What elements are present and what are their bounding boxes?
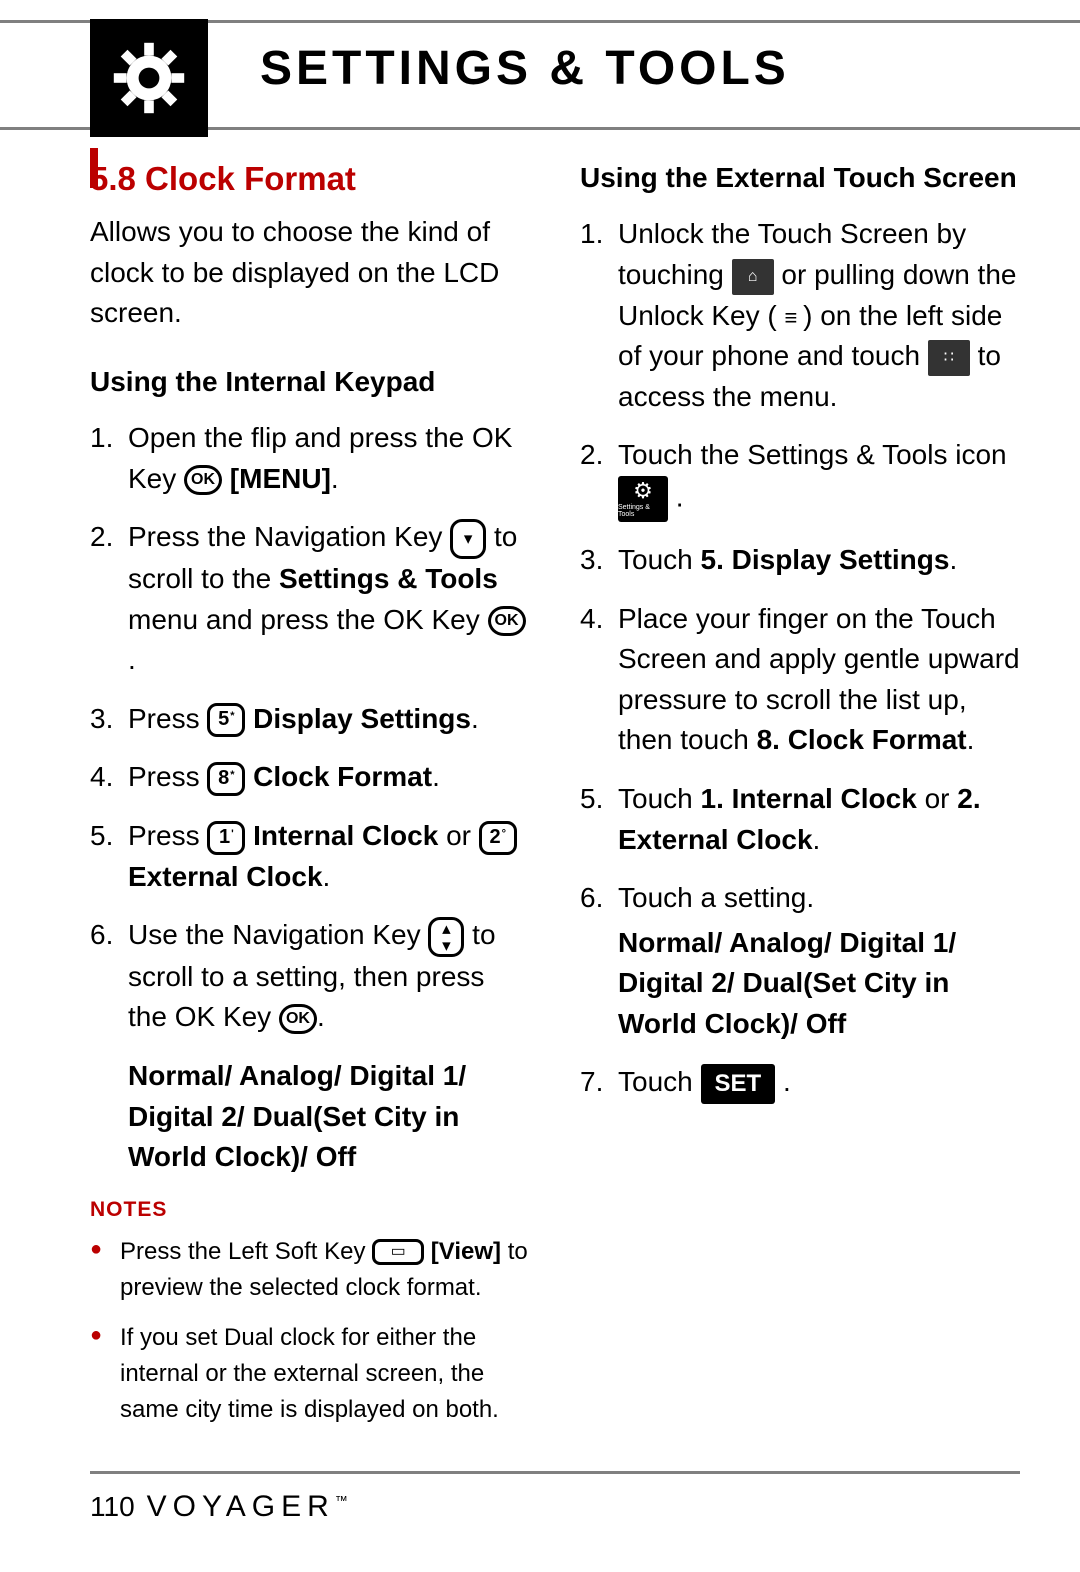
step-4: Press 8* Clock Format.: [90, 757, 530, 798]
left-subtitle: Using the Internal Keypad: [90, 364, 530, 400]
ok-key-icon: OK: [279, 1004, 317, 1034]
section-intro: Allows you to choose the kind of clock t…: [90, 212, 530, 334]
note-1: Press the Left Soft Key ▭ [View] to prev…: [90, 1234, 530, 1306]
note-2: If you set Dual clock for either the int…: [90, 1320, 530, 1428]
key-5-icon: 5*: [207, 703, 245, 737]
left-steps: Open the flip and press the OK Key OK [M…: [90, 418, 530, 1038]
right-steps: Unlock the Touch Screen by touching ⌂ or…: [580, 214, 1020, 1104]
right-options: Normal/ Analog/ Digital 1/ Digital 2/ Du…: [618, 923, 1020, 1045]
page-header: SETTINGS & TOOLS: [0, 20, 1080, 130]
notes-heading: NOTES: [90, 1198, 530, 1222]
rstep-4: Place your finger on the Touch Screen an…: [580, 599, 1020, 761]
set-button-icon: SET: [701, 1064, 776, 1105]
page-footer: 110 VOYAGER™: [90, 1471, 1020, 1524]
nav-down-icon: ▾: [450, 519, 486, 559]
ok-key-icon: OK: [184, 465, 222, 495]
options-list: Normal/ Analog/ Digital 1/ Digital 2/ Du…: [128, 1056, 530, 1178]
brand-name: VOYAGER™: [147, 1490, 354, 1524]
key-1-icon: 1': [207, 821, 245, 855]
unlock-touch-icon: ⌂: [732, 259, 774, 295]
rstep-1: Unlock the Touch Screen by touching ⌂ or…: [580, 214, 1020, 417]
step-5: Press 1' Internal Clock or 2° External C…: [90, 816, 530, 897]
menu-grid-icon: ∷: [928, 340, 970, 376]
right-column: Using the External Touch Screen Unlock t…: [580, 160, 1020, 1442]
unlock-key-icon: ≡: [785, 311, 796, 324]
header-title: SETTINGS & TOOLS: [260, 41, 790, 96]
key-8-icon: 8*: [207, 762, 245, 796]
left-softkey-icon: ▭: [372, 1239, 424, 1265]
content: 5.8 Clock Format Allows you to choose th…: [0, 130, 1080, 1442]
right-subtitle: Using the External Touch Screen: [580, 160, 1020, 196]
settings-tools-icon: ⚙Settings & Tools: [618, 476, 668, 522]
red-marker: [90, 148, 98, 188]
step-3: Press 5* Display Settings.: [90, 699, 530, 740]
key-2-icon: 2°: [479, 821, 517, 855]
header-gear-icon: [90, 19, 208, 137]
step-1: Open the flip and press the OK Key OK [M…: [90, 418, 530, 499]
ok-key-icon: OK: [488, 606, 526, 636]
rstep-7: Touch SET .: [580, 1062, 1020, 1104]
left-column: 5.8 Clock Format Allows you to choose th…: [90, 160, 530, 1442]
footer-rule: [90, 1471, 1020, 1474]
rstep-6: Touch a setting. Normal/ Analog/ Digital…: [580, 878, 1020, 1044]
notes-list: Press the Left Soft Key ▭ [View] to prev…: [90, 1234, 530, 1428]
step-2: Press the Navigation Key ▾ to scroll to …: [90, 517, 530, 680]
section-title: 5.8 Clock Format: [90, 160, 530, 198]
rstep-2: Touch the Settings & Tools icon ⚙Setting…: [580, 435, 1020, 522]
rstep-5: Touch 1. Internal Clock or 2. External C…: [580, 779, 1020, 860]
page-number: 110: [90, 1491, 135, 1523]
nav-updown-icon: ▴▾: [428, 917, 464, 957]
rstep-3: Touch 5. Display Settings.: [580, 540, 1020, 581]
step-6: Use the Navigation Key ▴▾ to scroll to a…: [90, 915, 530, 1038]
